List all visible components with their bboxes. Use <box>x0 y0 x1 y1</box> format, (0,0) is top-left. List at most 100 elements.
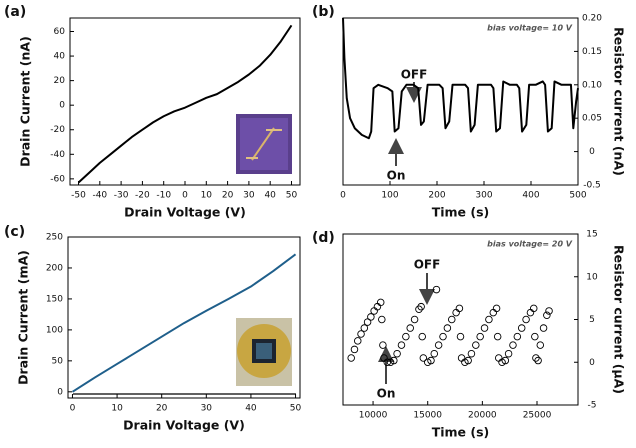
y-tick-label: -5 <box>588 401 597 411</box>
data-point <box>402 332 410 341</box>
data-point <box>452 308 460 317</box>
x-axis-label: Drain Voltage (V) <box>123 418 245 433</box>
x-tick-label: 100 <box>381 191 398 201</box>
data-point <box>439 332 447 341</box>
y-axis-label: Drain Current (mA) <box>16 250 31 385</box>
data-point <box>534 356 542 365</box>
data-line <box>77 24 293 184</box>
x-tick-label: -10 <box>156 191 171 201</box>
inset-photo-c <box>236 318 292 386</box>
data-point <box>480 324 489 332</box>
x-tick-label: 50 <box>286 191 298 201</box>
y-tick-label: 5 <box>589 315 595 325</box>
data-point <box>373 302 382 311</box>
x-tick-label: 20000 <box>468 411 497 421</box>
data-point <box>467 349 476 358</box>
y-tick-label: 0.15 <box>582 47 602 57</box>
y-tick-label: 0.10 <box>582 80 602 90</box>
data-point <box>430 349 439 358</box>
x-tick-label: 30 <box>243 191 255 201</box>
x-axis-label: Time (s) <box>432 425 490 440</box>
x-tick-label: -20 <box>135 191 150 201</box>
plot-frame <box>342 17 579 186</box>
x-tick-label: 15000 <box>413 411 442 421</box>
data-point <box>397 341 406 349</box>
x-tick-label: -40 <box>92 191 107 201</box>
x-tick-label: 10 <box>201 191 213 201</box>
y-tick-label: -60 <box>50 174 65 184</box>
data-point <box>417 302 425 311</box>
y-tick-label: 0 <box>589 358 595 368</box>
data-point <box>410 315 419 324</box>
annotation: bias voltage= 20 V <box>487 240 573 249</box>
data-point <box>543 311 551 319</box>
data-point <box>363 318 372 326</box>
data-point <box>456 332 465 341</box>
data-point <box>493 332 502 341</box>
data-point <box>536 341 545 349</box>
panel-label: (b) <box>312 4 335 20</box>
annotation: On <box>377 387 396 401</box>
data-point <box>522 315 530 324</box>
data-point <box>434 341 443 349</box>
y-tick-label: 100 <box>46 325 63 335</box>
x-tick-label: 30 <box>201 404 213 414</box>
data-point <box>545 307 553 315</box>
data-point <box>415 305 423 313</box>
y-axis-label: Resistor current (μA) <box>612 245 627 394</box>
inset-photo-a <box>236 114 292 174</box>
data-line <box>342 17 579 140</box>
y-tick-label: 250 <box>46 233 63 243</box>
panel-label: (c) <box>4 224 25 240</box>
data-point <box>347 354 355 362</box>
data-point <box>393 349 401 358</box>
annotation: On <box>387 169 406 183</box>
data-point <box>354 337 362 345</box>
data-point <box>367 313 375 321</box>
x-tick-label: 10000 <box>359 411 388 421</box>
data-point <box>464 356 472 365</box>
plot-frame <box>67 236 301 399</box>
x-tick-label: 0 <box>70 404 76 414</box>
data-point <box>378 315 386 324</box>
annotation: OFF <box>414 258 441 272</box>
panel-label: (d) <box>312 230 335 246</box>
data-point <box>509 341 517 349</box>
data-point <box>376 298 385 307</box>
y-tick-label: 15 <box>586 230 597 240</box>
y-tick-label: 20 <box>54 76 66 86</box>
x-tick-label: -50 <box>71 191 86 201</box>
annotation: OFF <box>401 68 428 82</box>
y-tick-label: 0.05 <box>582 114 602 124</box>
y-tick-label: 0 <box>589 147 595 157</box>
y-axis-label: Resistor current (nA) <box>612 27 627 176</box>
y-tick-label: 150 <box>46 294 63 304</box>
y-tick-label: -0.5 <box>583 181 601 191</box>
data-point <box>455 304 464 313</box>
x-tick-label: 40 <box>245 404 257 414</box>
data-point <box>390 356 398 365</box>
y-tick-label: 10 <box>586 272 598 282</box>
x-tick-label: 20 <box>156 404 168 414</box>
x-tick-label: -30 <box>114 191 129 201</box>
data-point <box>432 285 441 294</box>
data-line <box>71 253 297 393</box>
data-point <box>531 332 539 341</box>
x-tick-label: 400 <box>522 191 539 201</box>
data-point <box>406 324 414 332</box>
data-point <box>443 324 452 332</box>
data-point <box>513 332 522 341</box>
panel-label: (a) <box>4 4 26 20</box>
data-point <box>476 332 484 341</box>
data-point <box>457 354 466 362</box>
data-point <box>357 330 365 338</box>
data-point <box>532 354 540 362</box>
y-tick-label: 0.20 <box>582 14 602 24</box>
data-point <box>495 354 503 362</box>
y-tick-label: 60 <box>54 27 66 37</box>
y-tick-label: 50 <box>52 356 64 366</box>
data-point <box>472 341 480 349</box>
data-point <box>350 345 359 354</box>
y-tick-label: 0 <box>57 387 63 397</box>
